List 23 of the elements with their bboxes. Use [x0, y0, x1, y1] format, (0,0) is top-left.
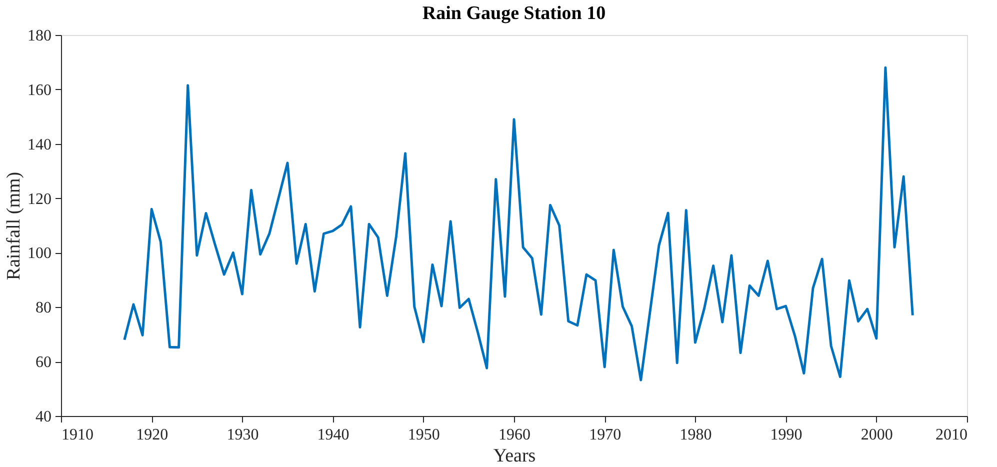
y-tick-label: 100 [28, 245, 52, 262]
x-tick-label: 1970 [589, 426, 622, 444]
x-tick-label: 1960 [498, 426, 530, 444]
y-tick-label: 140 [28, 136, 52, 154]
x-tick-label: 1950 [408, 426, 440, 444]
line-series [123, 66, 914, 382]
x-axis-title: Years [493, 446, 536, 466]
y-tick-label: 40 [36, 408, 52, 426]
x-tick-label: 1910 [62, 426, 94, 444]
chart-title: Rain Gauge Station 10 [422, 3, 606, 24]
x-tick-label: 1930 [226, 426, 259, 444]
x-tick-label: 1920 [136, 426, 168, 444]
x-tick-label: 2000 [860, 426, 893, 444]
y-tick-label: 80 [36, 300, 52, 317]
y-tick-label: 160 [28, 82, 52, 99]
y-tick-label: 180 [28, 28, 52, 44]
x-tick-label: 1940 [317, 426, 350, 444]
x-tick-label: 1990 [770, 426, 802, 444]
x-tick-label: 1980 [680, 426, 712, 444]
y-tick-label: 120 [28, 190, 52, 208]
x-tick-label: 2010 [936, 426, 968, 444]
y-axis-title: Rainfall (mm) [4, 172, 24, 280]
y-tick-label: 60 [36, 354, 52, 372]
